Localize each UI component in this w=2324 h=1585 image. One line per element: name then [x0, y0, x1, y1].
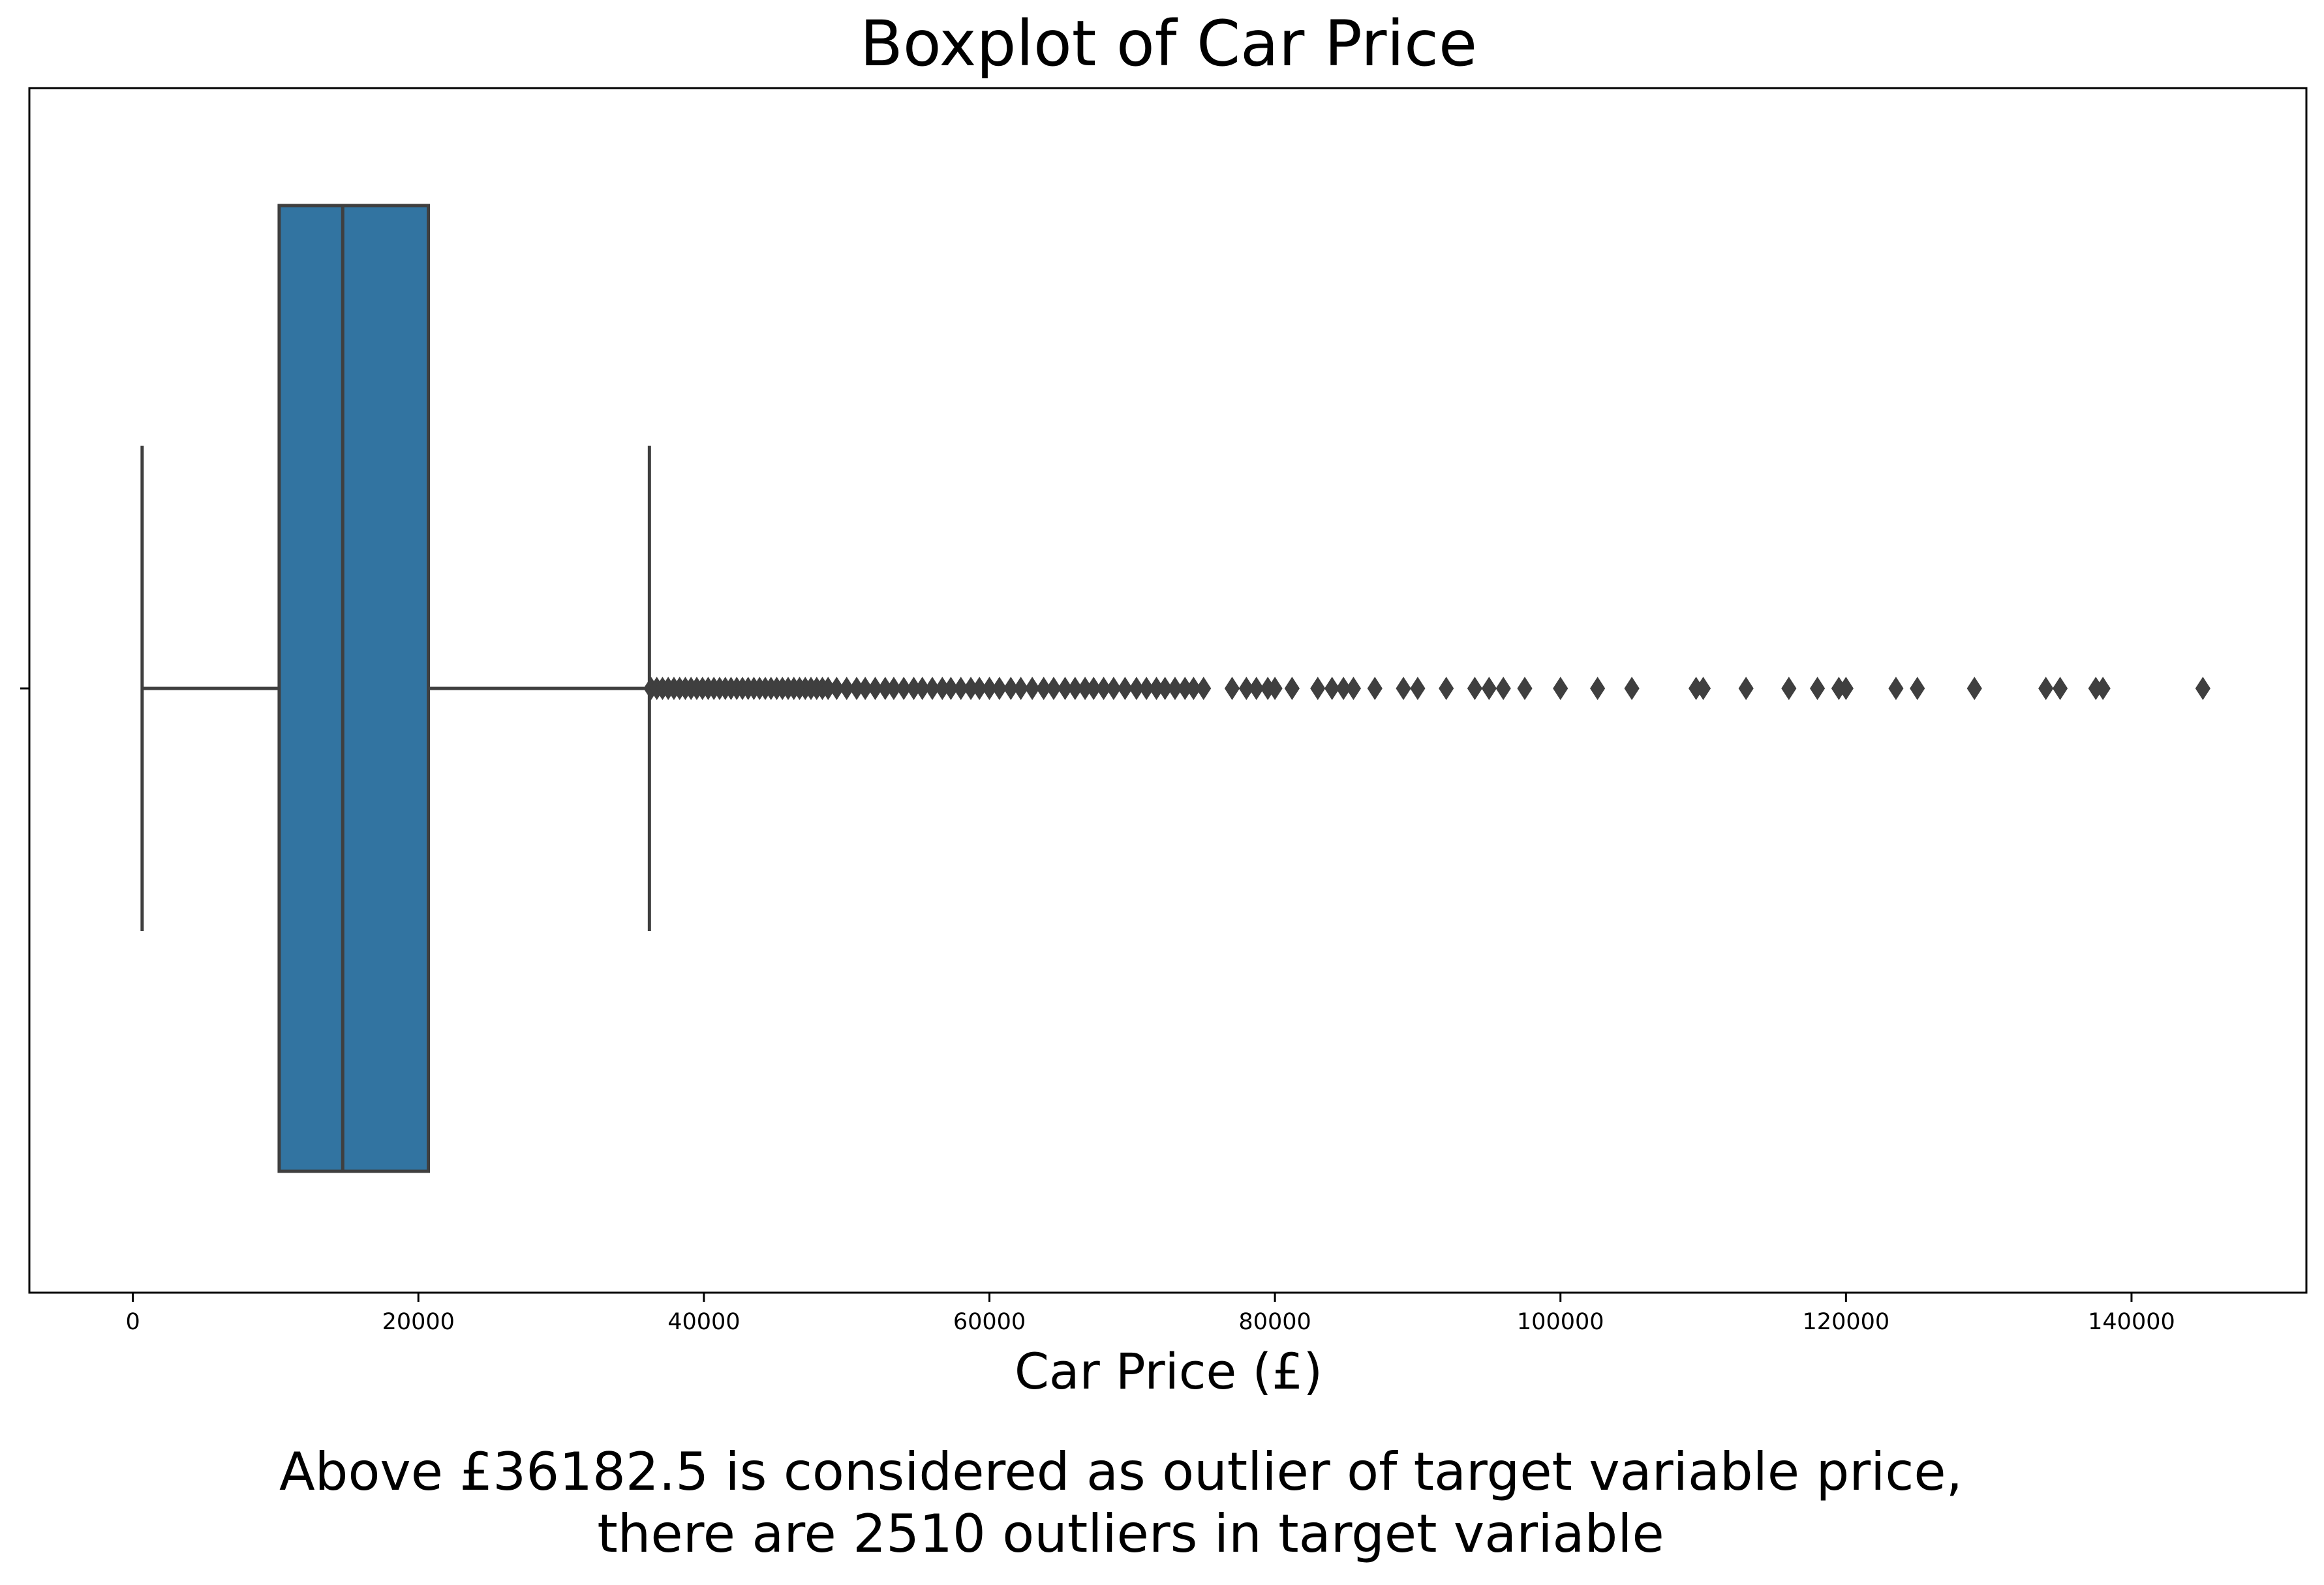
x-tick-label: 80000	[1238, 1309, 1311, 1335]
outlier-point	[1284, 677, 1300, 700]
outlier-point	[1624, 677, 1640, 700]
annotation-line-2: there are 2510 outliers in target variab…	[597, 1503, 1664, 1564]
outlier-point	[1267, 677, 1283, 700]
outlier-point	[1367, 677, 1383, 700]
x-axis: 0 20000 40000 60000 80000 100000 120000 140000	[20, 687, 2175, 1335]
outlier-point	[1888, 677, 1904, 700]
outlier-point	[971, 677, 987, 700]
outlier-point	[1966, 677, 1982, 700]
outlier-point	[1139, 677, 1154, 700]
outlier-point	[1024, 677, 1040, 700]
outlier-point	[857, 677, 873, 700]
outlier-point	[829, 677, 844, 700]
outlier-point	[896, 677, 911, 700]
outlier-point	[1224, 677, 1240, 700]
x-tick-label: 140000	[2088, 1309, 2175, 1335]
outlier-point	[1781, 677, 1797, 700]
outlier-point	[1157, 677, 1173, 700]
x-axis-label: Car Price (£)	[1015, 1342, 1323, 1400]
outlier-point	[1809, 677, 1826, 700]
outlier-point	[953, 677, 969, 700]
outlier-point	[1324, 677, 1340, 700]
plot-area-frame	[28, 87, 2308, 1294]
outlier-point	[1036, 677, 1052, 700]
outlier-point	[2195, 677, 2210, 700]
outlier-point	[1013, 677, 1029, 700]
outlier-point	[992, 677, 1007, 700]
outlier-point	[1481, 677, 1497, 700]
outlier-point	[1553, 677, 1568, 700]
outlier-point	[1838, 677, 1854, 700]
outlier-point	[1057, 677, 1073, 700]
x-tick-label: 20000	[382, 1309, 455, 1335]
outlier-point	[1517, 677, 1533, 700]
x-tick-label: 120000	[1803, 1309, 1890, 1335]
outlier-point	[2038, 677, 2054, 700]
outlier-point	[1238, 677, 1254, 700]
outlier-point	[1086, 677, 1101, 700]
outlier-point	[867, 677, 883, 700]
outlier-point	[1396, 677, 1411, 700]
outlier-point	[1738, 677, 1754, 700]
iqr-box	[277, 204, 431, 1173]
outlier-point	[1196, 677, 1212, 700]
outlier-point	[1910, 677, 1925, 700]
outlier-point	[1249, 677, 1264, 700]
x-tick-label: 60000	[953, 1309, 1026, 1335]
outlier-point	[839, 677, 855, 700]
outlier-point	[943, 677, 959, 700]
outlier-point	[1185, 677, 1201, 700]
outlier-point	[1046, 677, 1062, 700]
outlier-point	[886, 677, 902, 700]
x-tick-label: 0	[125, 1309, 140, 1335]
outlier-point	[1695, 677, 1711, 700]
chart-title: Boxplot of Car Price	[860, 7, 1477, 80]
outlier-point	[915, 677, 930, 700]
outlier-point	[1336, 677, 1351, 700]
outlier-point	[1467, 677, 1483, 700]
x-tick-label: 100000	[1517, 1309, 1604, 1335]
outlier-point	[1590, 677, 1606, 700]
outlier-point	[2052, 677, 2068, 700]
outlier-point	[1095, 677, 1112, 700]
outlier-point	[1439, 677, 1454, 700]
outlier-point	[1067, 677, 1083, 700]
outlier-point	[981, 677, 998, 700]
outlier-point	[1410, 677, 1426, 700]
chart-marks	[140, 204, 2210, 1173]
outlier-point	[1310, 677, 1326, 700]
outlier-point	[1106, 677, 1122, 700]
outlier-point	[1117, 677, 1133, 700]
outlier-point	[1167, 677, 1183, 700]
outlier-point	[925, 677, 940, 700]
x-tick-label: 40000	[667, 1309, 740, 1335]
annotation-line-1: Above £36182.5 is considered as outlier …	[279, 1441, 1963, 1502]
outlier-point	[1129, 677, 1144, 700]
outlier-point	[2095, 677, 2111, 700]
outlier-point	[1495, 677, 1511, 700]
outlier-point	[1345, 677, 1362, 700]
outlier-point	[1003, 677, 1018, 700]
